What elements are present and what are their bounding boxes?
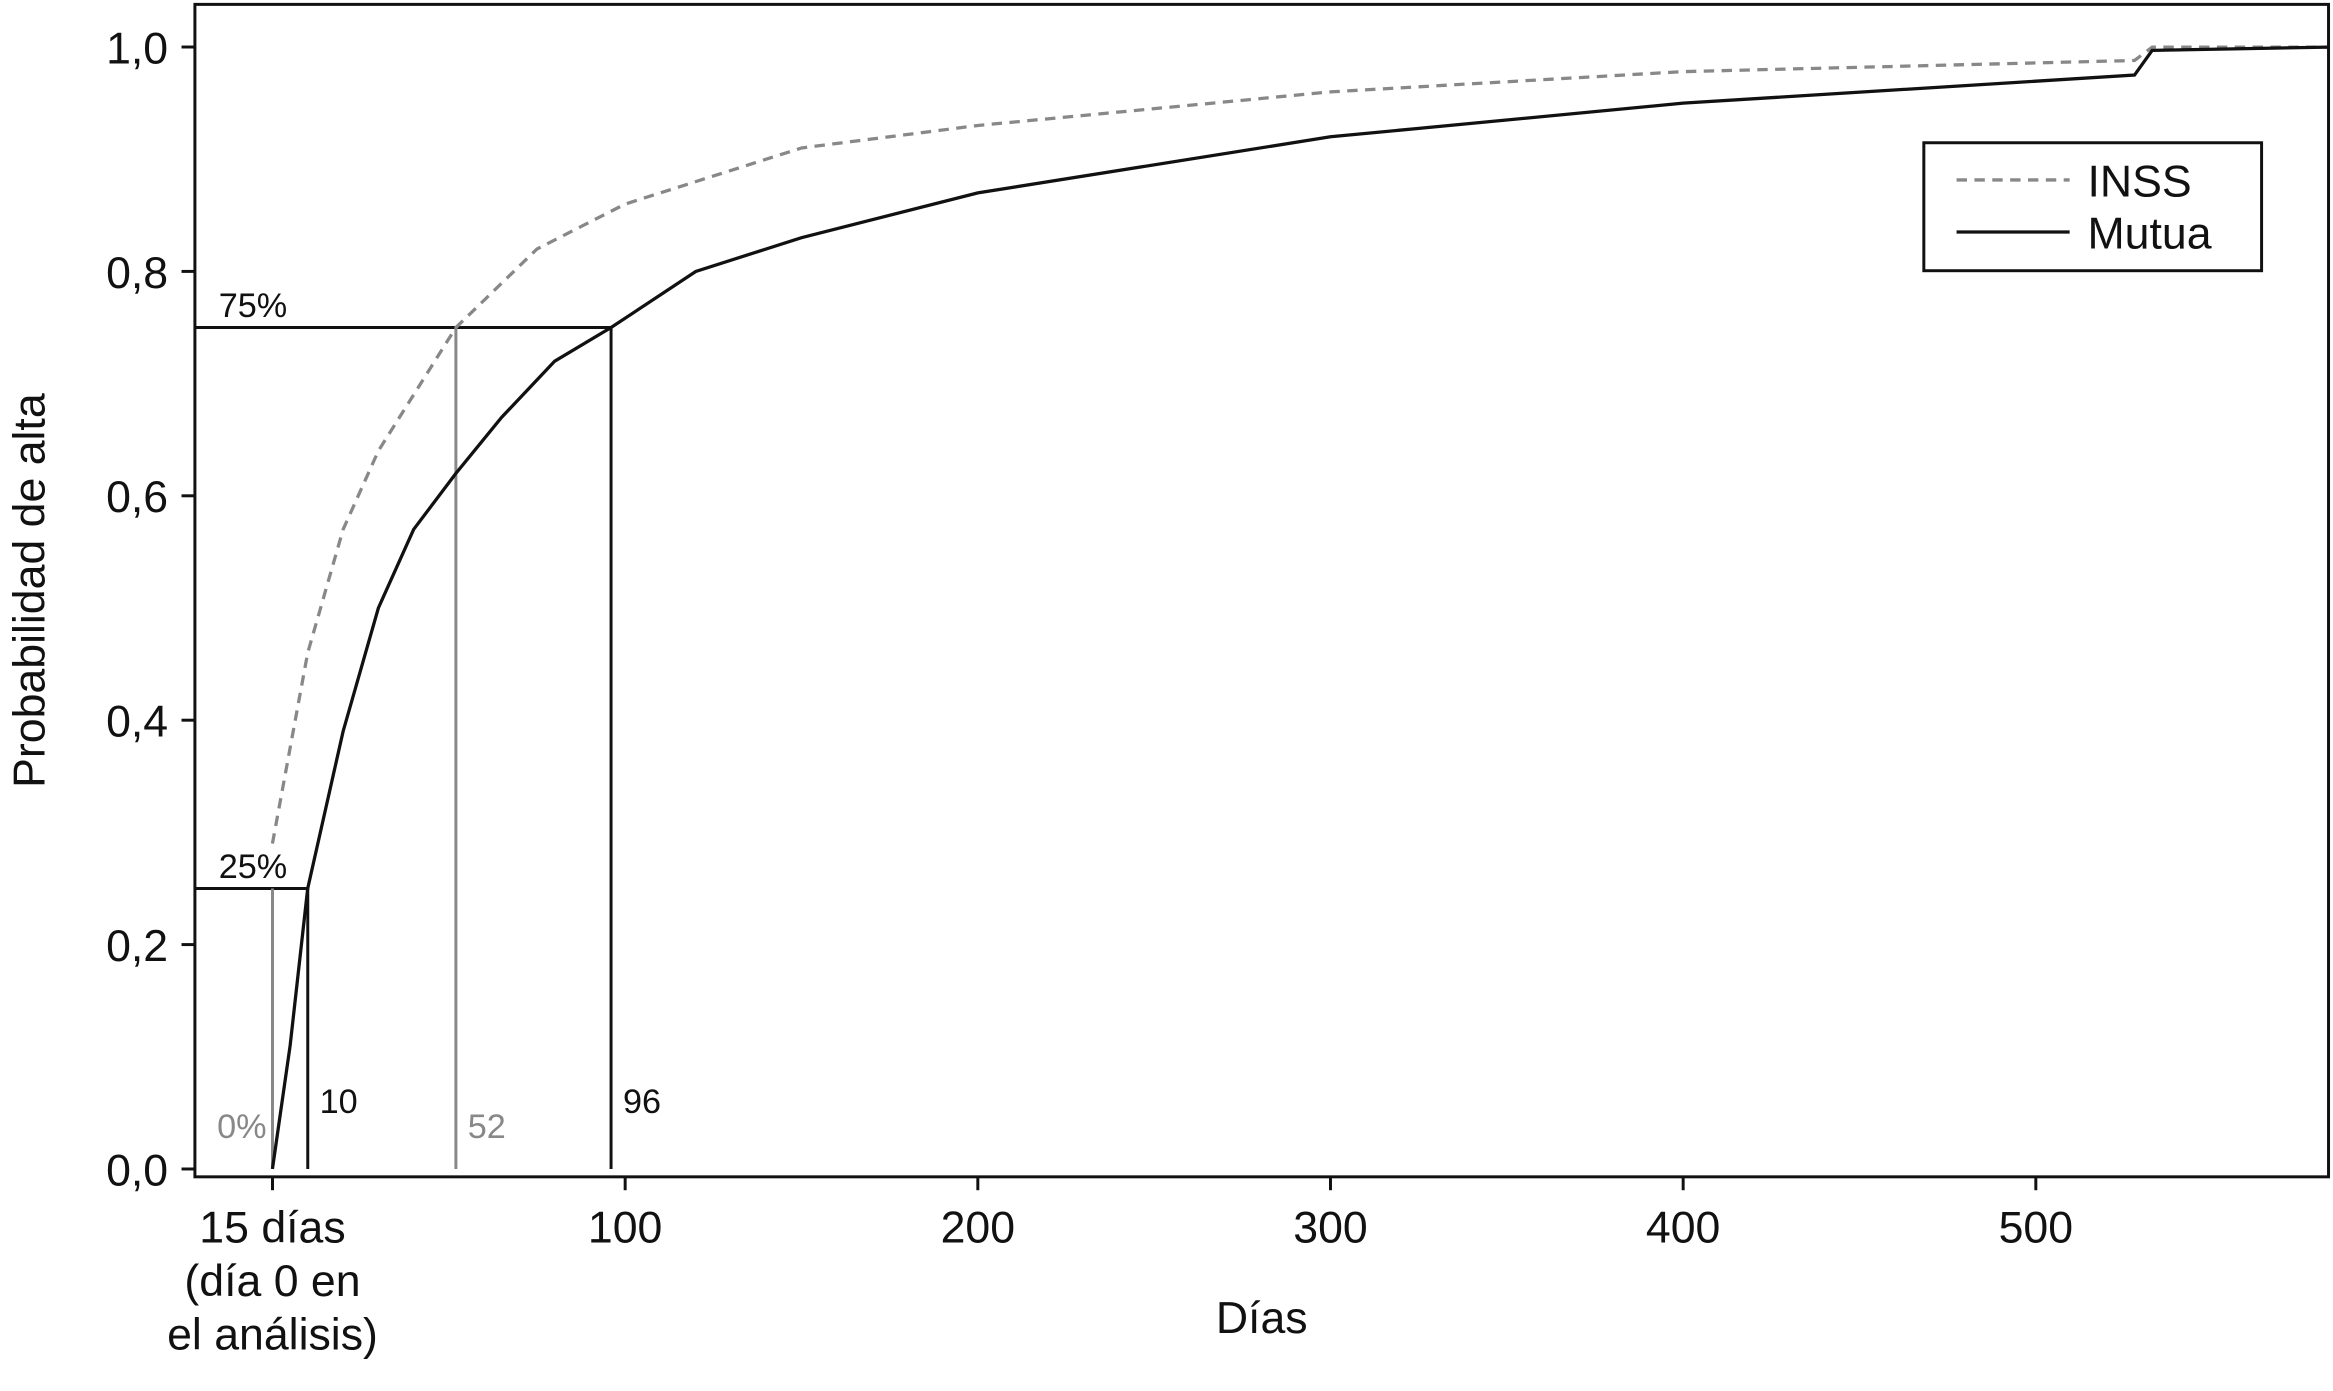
marker-label: 0%	[217, 1108, 266, 1146]
plot-frame	[193, 2, 2331, 1179]
x-tick-label: 500	[1999, 1203, 2073, 1252]
x-axis-label: Días	[1216, 1294, 1308, 1343]
series-line	[270, 45, 2329, 844]
y-tick-label: 0,6	[106, 473, 168, 522]
series-line	[270, 45, 2329, 1170]
x-tick-label: 15 días (día 0 en el análisis)	[167, 1203, 378, 1359]
legend-label: INSS	[2087, 157, 2191, 206]
x-tick-label: 200	[941, 1203, 1015, 1252]
legend-label: Mutua	[2087, 209, 2211, 258]
marker-label: 52	[468, 1108, 506, 1146]
y-tick-label: 1,0	[106, 24, 168, 73]
y-axis-label: Probabilidad de alta	[6, 393, 55, 788]
y-tick-label: 0,0	[106, 1146, 168, 1195]
x-tick-label: 100	[588, 1203, 662, 1252]
y-tick-label: 0,8	[106, 249, 168, 298]
marker-label: 10	[320, 1083, 358, 1121]
x-tick-label: 300	[1293, 1203, 1367, 1252]
level-label: 75%	[219, 287, 288, 325]
y-tick-label: 0,4	[106, 698, 168, 747]
x-tick-label: 400	[1646, 1203, 1720, 1252]
legend-box	[1922, 141, 2264, 273]
y-tick-label: 0,2	[106, 922, 168, 971]
level-label: 25%	[219, 848, 288, 886]
marker-label: 96	[623, 1083, 661, 1121]
